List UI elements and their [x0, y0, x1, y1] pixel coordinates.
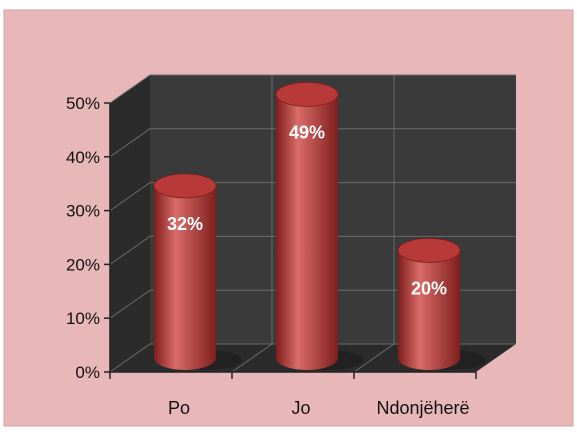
- y-tick-label-30: 30%: [66, 202, 100, 221]
- side-wall: [110, 75, 150, 372]
- bar-top-1: [275, 81, 339, 107]
- bar-0: 32%: [153, 173, 242, 370]
- y-tick-label-40: 40%: [66, 148, 100, 167]
- y-tick-label-50: 50%: [66, 94, 100, 113]
- y-tick-label-0: 0%: [75, 363, 100, 382]
- x-axis: Po Jo Ndonjëherë: [109, 371, 477, 418]
- bar-2: 20%: [397, 237, 486, 370]
- bar-1: 49%: [275, 81, 364, 370]
- bar-top-2: [397, 237, 461, 263]
- data-label-0: 32%: [167, 214, 203, 234]
- x-tick-label-2: Ndonjëherë: [376, 398, 469, 418]
- y-tick-label-10: 10%: [66, 309, 100, 328]
- bar-body-1: [276, 94, 338, 370]
- x-tick-label-1: Jo: [291, 398, 310, 418]
- data-label-1: 49%: [289, 122, 325, 142]
- floor-grid-1: [231, 343, 273, 373]
- bar-body-0: [154, 185, 216, 370]
- y-axis: 0% 10% 20% 30% 40% 50%: [66, 94, 111, 382]
- floor-grid-2: [353, 343, 395, 373]
- y-tick-label-20: 20%: [66, 255, 100, 274]
- bars: 32% 49% 20%: [153, 81, 486, 370]
- bar-top-0: [153, 173, 217, 199]
- data-label-2: 20%: [411, 278, 447, 298]
- x-tick-label-0: Po: [168, 398, 190, 418]
- bar-body-2: [398, 250, 460, 370]
